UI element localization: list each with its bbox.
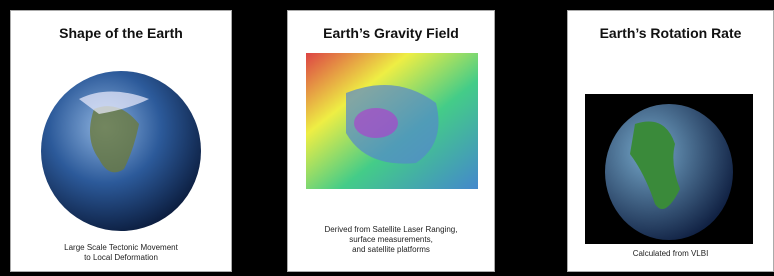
panel: Earth’s Gravity Field Derived from Satel… (287, 10, 495, 272)
earth-image (39, 69, 203, 233)
panel-caption: Calculated from VLBI (568, 249, 773, 259)
caption-line: Derived from Satellite Laser Ranging, (288, 225, 494, 235)
panel-title: Shape of the Earth (11, 25, 231, 41)
rotation-image (585, 94, 753, 244)
slide: Shape of the Earth Large Scale Tectonic … (0, 0, 774, 276)
panel: Shape of the Earth Large Scale Tectonic … (10, 10, 232, 272)
caption-line: Large Scale Tectonic Movement (11, 243, 231, 253)
panel-caption: Derived from Satellite Laser Ranging,sur… (288, 225, 494, 255)
panel-title: Earth’s Gravity Field (288, 25, 494, 41)
panel-title: Earth’s Rotation Rate (568, 25, 773, 41)
panel: Earth’s Rotation Rate Calculated from VL… (567, 10, 774, 272)
caption-line: to Local Deformation (11, 253, 231, 263)
caption-line: and satellite platforms (288, 245, 494, 255)
caption-line: surface measurements, (288, 235, 494, 245)
gravity-map (306, 53, 478, 189)
caption-line: Calculated from VLBI (568, 249, 773, 259)
